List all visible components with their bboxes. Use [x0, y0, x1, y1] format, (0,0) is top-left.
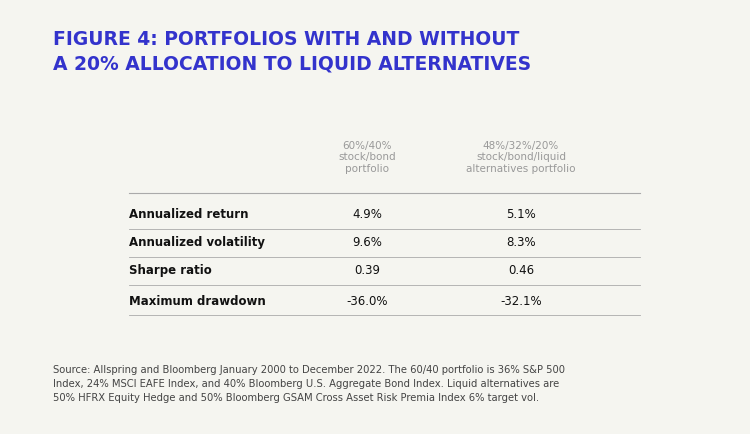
Text: Annualized volatility: Annualized volatility — [129, 236, 265, 249]
Text: 0.39: 0.39 — [354, 264, 380, 277]
Text: 8.3%: 8.3% — [506, 236, 536, 249]
Text: Maximum drawdown: Maximum drawdown — [129, 295, 266, 308]
Text: -32.1%: -32.1% — [500, 295, 542, 308]
Text: Sharpe ratio: Sharpe ratio — [129, 264, 212, 277]
Text: 4.9%: 4.9% — [352, 207, 382, 220]
Text: 9.6%: 9.6% — [352, 236, 382, 249]
Text: 60%/40%
stock/bond
portfolio: 60%/40% stock/bond portfolio — [338, 141, 396, 174]
Text: -36.0%: -36.0% — [346, 295, 388, 308]
Text: 0.46: 0.46 — [508, 264, 534, 277]
Text: 5.1%: 5.1% — [506, 207, 536, 220]
Text: FIGURE 4: PORTFOLIOS WITH AND WITHOUT
A 20% ALLOCATION TO LIQUID ALTERNATIVES: FIGURE 4: PORTFOLIOS WITH AND WITHOUT A … — [53, 30, 531, 74]
Text: Source: Allspring and Bloomberg January 2000 to December 2022. The 60/40 portfol: Source: Allspring and Bloomberg January … — [53, 365, 565, 403]
Text: 48%/32%/20%
stock/bond/liquid
alternatives portfolio: 48%/32%/20% stock/bond/liquid alternativ… — [466, 141, 576, 174]
Text: Annualized return: Annualized return — [129, 207, 248, 220]
